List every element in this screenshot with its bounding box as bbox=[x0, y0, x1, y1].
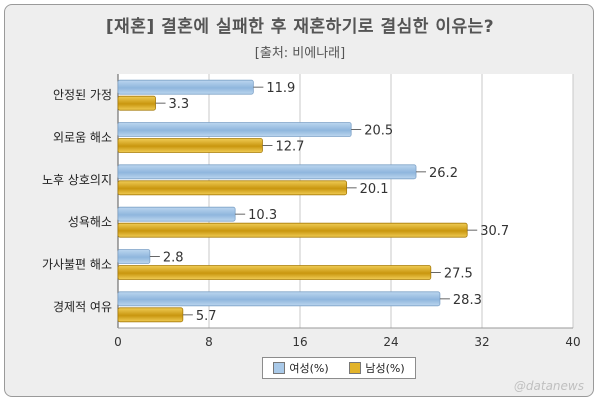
data-label-female-4: 2.8 bbox=[163, 251, 184, 266]
bar-female-1 bbox=[117, 122, 352, 137]
data-label-female-5: 28.3 bbox=[453, 293, 482, 308]
bar-male-0 bbox=[117, 95, 156, 111]
data-label-male-5: 5.7 bbox=[196, 309, 217, 324]
x-tick-label-5: 40 bbox=[565, 335, 580, 349]
data-label-male-3: 30.7 bbox=[480, 224, 509, 239]
bar-female-0 bbox=[117, 79, 254, 95]
category-label-5: 경제적 여유 bbox=[53, 300, 112, 314]
category-label-0: 안정된 가정 bbox=[53, 88, 112, 102]
x-tick-label-3: 24 bbox=[383, 335, 398, 349]
category-label-3: 성욕해소 bbox=[68, 215, 112, 229]
legend-item-female: 여성(%) bbox=[273, 360, 329, 376]
data-label-male-0: 3.3 bbox=[169, 97, 190, 112]
x-tick-label-2: 16 bbox=[292, 335, 307, 349]
x-tick-label-4: 32 bbox=[474, 335, 489, 349]
bar-female-3 bbox=[117, 206, 236, 222]
category-label-1: 외로움 해소 bbox=[53, 131, 112, 145]
category-label-4: 가사불편 해소 bbox=[42, 258, 112, 272]
bar-male-2 bbox=[117, 180, 348, 196]
chart-title: [재혼] 결혼에 실패한 후 재혼하기로 결심한 이유는? bbox=[105, 17, 495, 37]
data-label-female-3: 10.3 bbox=[248, 208, 277, 223]
chart-legend: 여성(%) 남성(%) bbox=[262, 357, 416, 379]
x-tick-label-0: 0 bbox=[114, 335, 122, 349]
data-label-male-4: 27.5 bbox=[444, 267, 473, 282]
bar-female-4 bbox=[117, 249, 151, 264]
legend-label-male: 남성(%) bbox=[365, 362, 405, 375]
x-tick-label-1: 8 bbox=[205, 335, 213, 349]
legend-swatch-female bbox=[273, 362, 286, 374]
legend-item-male: 남성(%) bbox=[349, 360, 405, 376]
data-label-female-2: 26.2 bbox=[429, 166, 458, 181]
data-label-female-1: 20.5 bbox=[364, 124, 393, 139]
category-label-2: 노후 상호의지 bbox=[42, 173, 112, 187]
watermark: @datanews bbox=[513, 379, 584, 393]
plot-area bbox=[118, 74, 573, 328]
legend-swatch-male bbox=[349, 362, 362, 374]
bar-male-3 bbox=[117, 222, 468, 238]
data-label-male-1: 12.7 bbox=[275, 140, 304, 155]
data-label-male-2: 20.1 bbox=[360, 182, 389, 197]
legend-label-female: 여성(%) bbox=[289, 362, 329, 375]
bar-male-5 bbox=[117, 307, 184, 323]
data-label-female-0: 11.9 bbox=[266, 81, 295, 96]
bar-male-4 bbox=[117, 265, 432, 280]
bar-male-1 bbox=[117, 138, 263, 153]
bar-female-5 bbox=[117, 291, 441, 307]
chart-subtitle: [출처: 비에나래] bbox=[254, 46, 346, 61]
bar-female-2 bbox=[117, 164, 417, 180]
